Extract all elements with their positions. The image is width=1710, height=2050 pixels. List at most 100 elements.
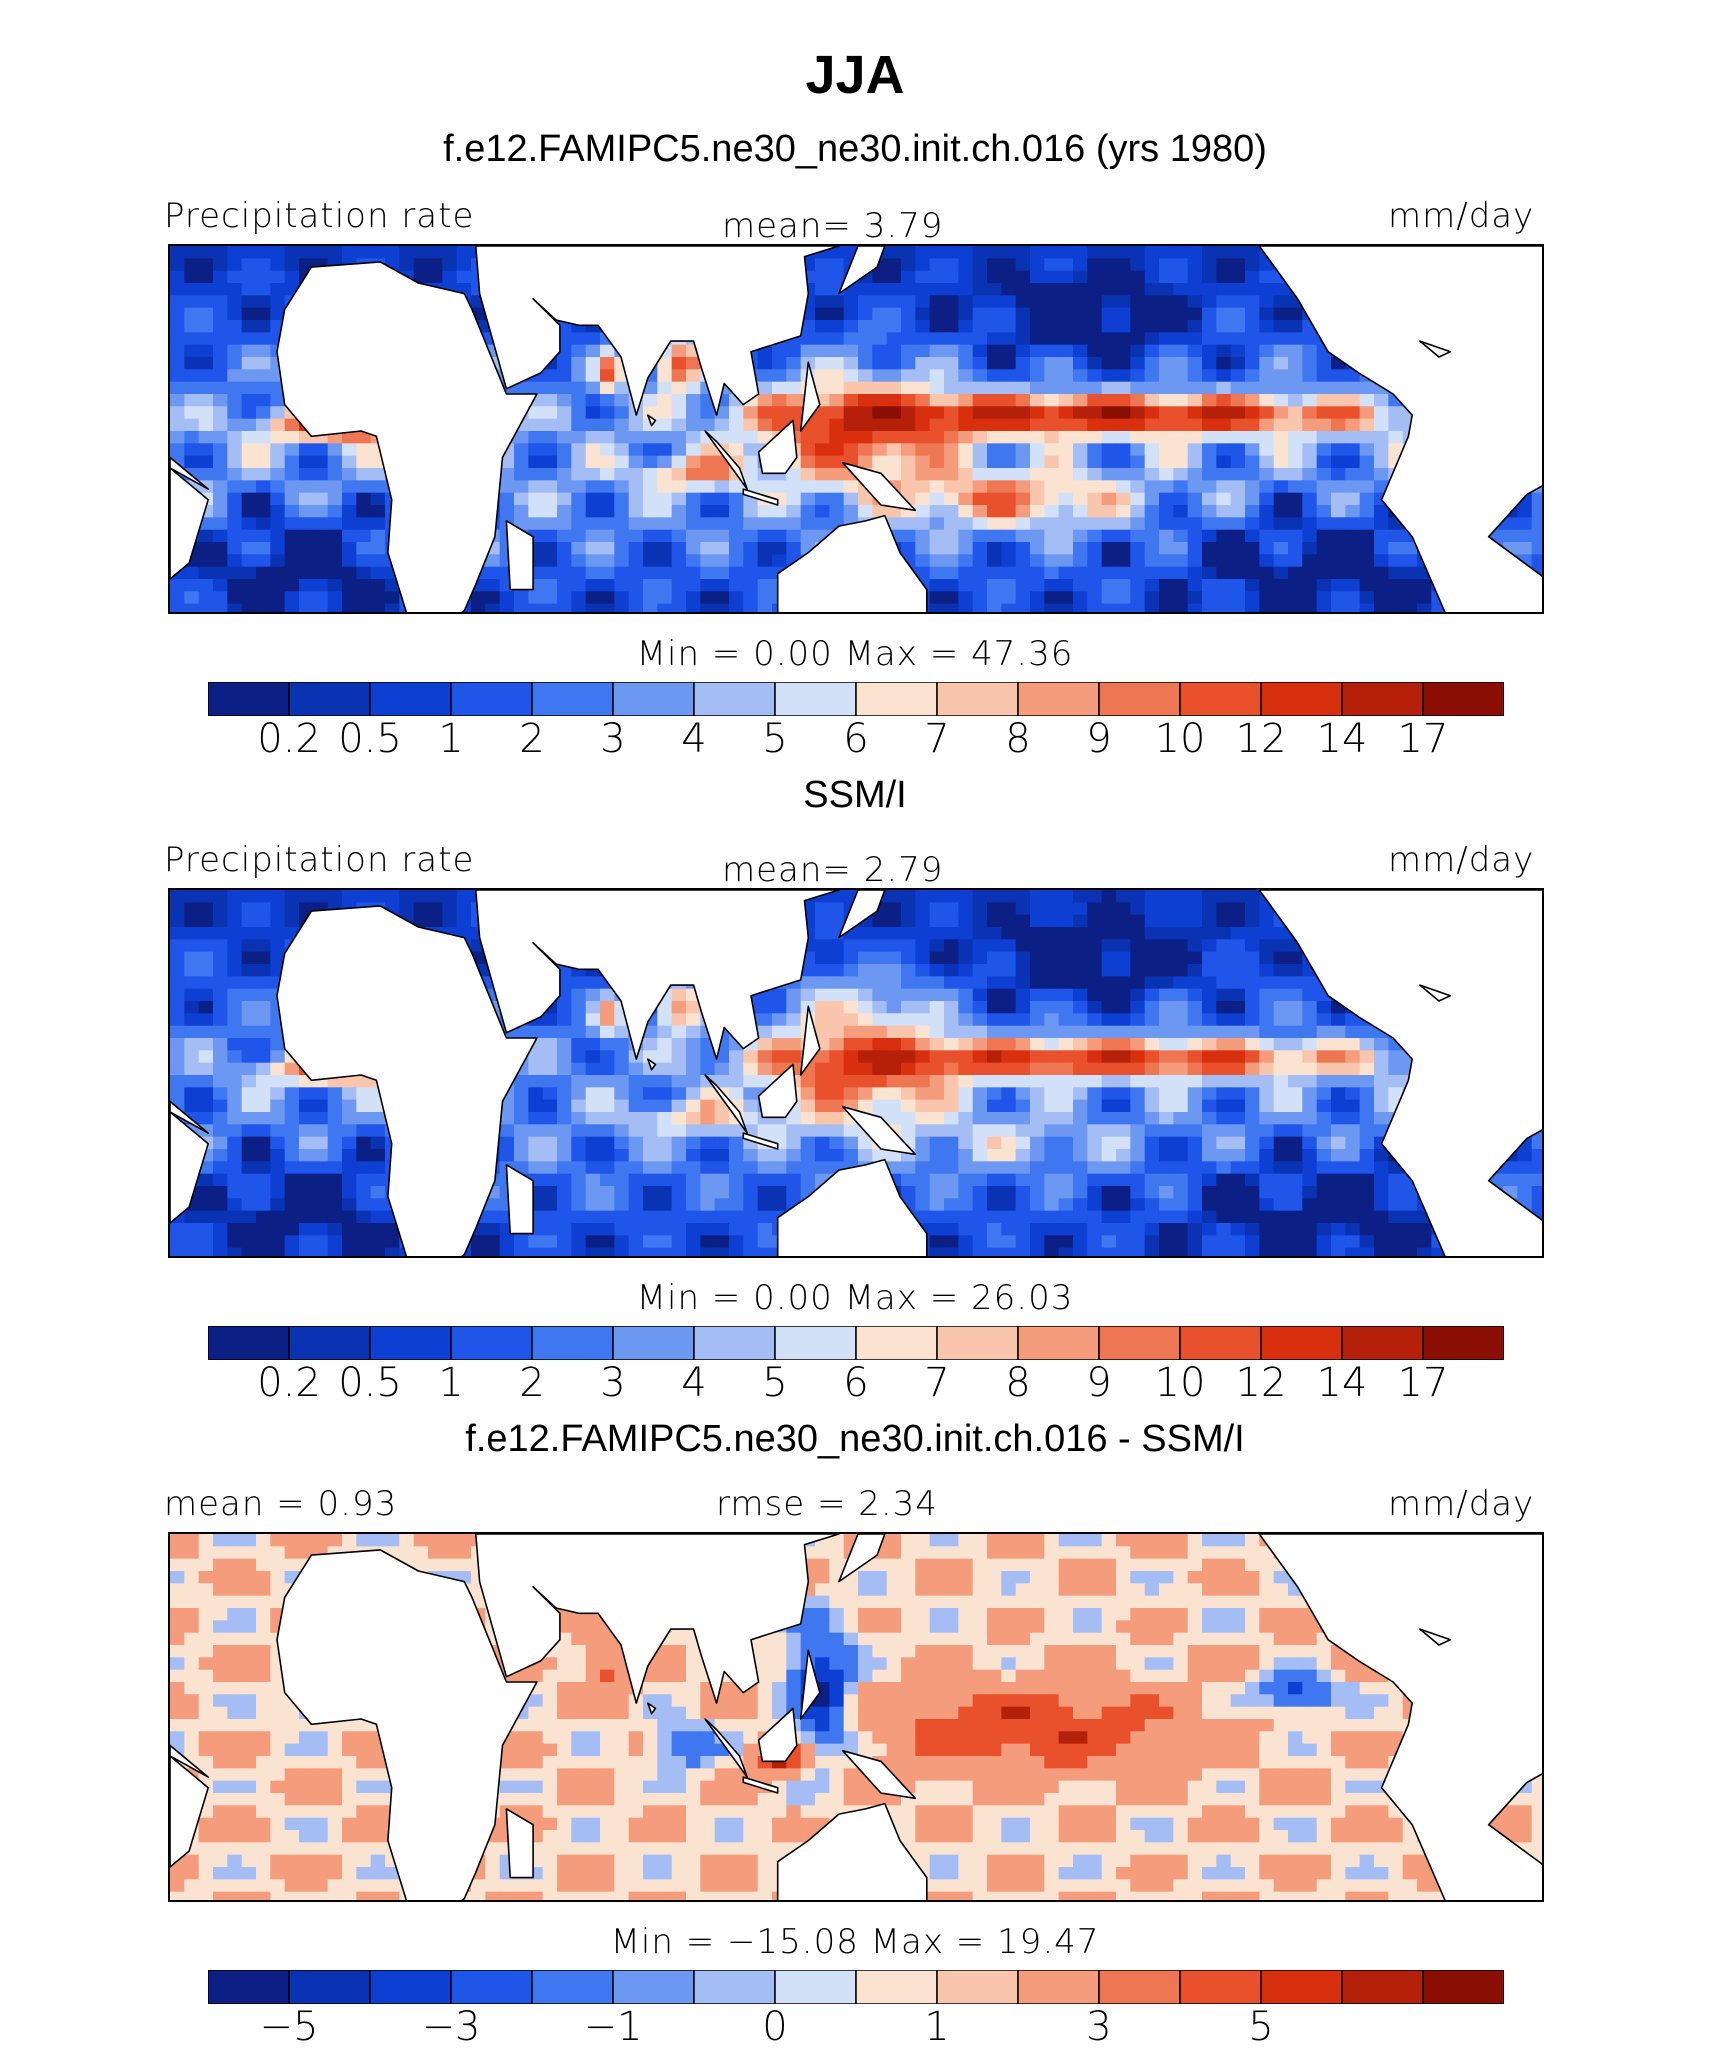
- colorbar-swatch: [1341, 1969, 1424, 2005]
- land-outline: [170, 456, 210, 490]
- colorbar-swatch: [1179, 1325, 1262, 1361]
- panel-1-map: [168, 244, 1544, 614]
- colorbar-tick-label: 2: [519, 1360, 545, 1406]
- colorbar-swatch: [1179, 681, 1262, 717]
- colorbar-tick-label: 7: [924, 1360, 950, 1406]
- colorbar-swatch: [1017, 1325, 1100, 1361]
- colorbar-swatch: [855, 1325, 938, 1361]
- land-outline: [1419, 1628, 1452, 1646]
- land-outline: [757, 1707, 798, 1763]
- colorbar-tick-label: −3: [421, 2004, 481, 2050]
- land-outline: [704, 430, 749, 490]
- colorbar-swatch: [531, 1969, 614, 2005]
- colorbar-swatch: [936, 681, 1019, 717]
- land-outline: [776, 1158, 928, 1256]
- colorbar-tick-label: 9: [1086, 1360, 1112, 1406]
- colorbar-tick-label: 2: [519, 716, 545, 762]
- colorbar-tick-label: 9: [1086, 716, 1112, 762]
- colorbar-tick-label: 1: [924, 2004, 950, 2050]
- colorbar-tick-label: 12: [1235, 1360, 1287, 1406]
- panel-1-colorbar: [207, 681, 1505, 717]
- panel-2-colorbar-ticks: 0.2 0.5 1 2 3 4 5 6 7 8 9 10 12 14 17: [208, 1360, 1504, 1406]
- panel-3-colorbar: [207, 1969, 1505, 2005]
- land-outline: [170, 1755, 210, 1868]
- colorbar-tick-label: 8: [1005, 716, 1031, 762]
- colorbar-tick-label: 14: [1316, 716, 1368, 762]
- colorbar-tick-label: 0.5: [338, 716, 402, 762]
- panel-1-heading: f.e12.FAMIPC5.ne30_ne30.init.ch.016 (yrs…: [443, 128, 1267, 170]
- land-outline: [474, 246, 840, 416]
- colorbar-swatch: [1422, 1325, 1505, 1361]
- colorbar-swatch: [450, 1325, 533, 1361]
- panel-1-mean-label: mean= 3.79: [722, 206, 944, 246]
- land-outline: [474, 1534, 840, 1704]
- land-outline: [646, 1702, 657, 1715]
- panel-1-minmax: Min = 0.00 Max = 47.36: [636, 634, 1074, 674]
- land-outline: [704, 1718, 749, 1778]
- land-outline: [1258, 1534, 1542, 1900]
- colorbar-swatch: [774, 1325, 857, 1361]
- colorbar-tick-label: 0.2: [257, 716, 321, 762]
- colorbar-tick-label: 5: [762, 1360, 788, 1406]
- colorbar-swatch: [1017, 681, 1100, 717]
- colorbar-swatch: [855, 681, 938, 717]
- land-outline: [704, 1074, 749, 1134]
- panel-1-units-label: mm/day: [1388, 196, 1535, 236]
- land-outline: [276, 261, 538, 612]
- colorbar-tick-label: 10: [1154, 1360, 1206, 1406]
- colorbar-tick-label: 1: [438, 716, 464, 762]
- panel-2-colorbar: [207, 1325, 1505, 1361]
- land-outline: [776, 514, 928, 612]
- colorbar-swatch: [1422, 681, 1505, 717]
- colorbar-swatch: [1260, 1969, 1343, 2005]
- land-outline: [276, 905, 538, 1256]
- land-outline: [841, 461, 917, 512]
- panel-2-mean-label: mean= 2.79: [722, 850, 944, 890]
- colorbar-swatch: [855, 1969, 938, 2005]
- land-outline: [1419, 340, 1452, 358]
- colorbar-tick-label: 0.5: [338, 1360, 402, 1406]
- colorbar-tick-label: 1: [438, 1360, 464, 1406]
- colorbar-tick-label: −5: [259, 2004, 319, 2050]
- colorbar-swatch: [612, 681, 695, 717]
- land-outline: [799, 1005, 821, 1076]
- colorbar-tick-label: 3: [1086, 2004, 1112, 2050]
- panel-2-heading: SSM/I: [803, 774, 907, 816]
- figure-title: JJA: [805, 45, 905, 105]
- colorbar-swatch: [936, 1969, 1019, 2005]
- colorbar-swatch: [207, 681, 290, 717]
- land-outline: [170, 467, 210, 580]
- land-outline: [170, 1111, 210, 1224]
- colorbar-swatch: [693, 681, 776, 717]
- colorbar-tick-label: 7: [924, 716, 950, 762]
- land-outline: [646, 1058, 657, 1071]
- land-outline: [170, 1100, 210, 1134]
- colorbar-swatch: [774, 1969, 857, 2005]
- land-outline: [838, 1534, 886, 1583]
- land-outline: [646, 414, 657, 427]
- colorbar-swatch: [612, 1325, 695, 1361]
- colorbar-tick-label: 5: [1248, 2004, 1274, 2050]
- colorbar-tick-label: 10: [1154, 716, 1206, 762]
- colorbar-swatch: [693, 1325, 776, 1361]
- land-outline: [276, 1549, 538, 1900]
- panel-3-map: [168, 1532, 1544, 1902]
- colorbar-swatch: [1260, 681, 1343, 717]
- colorbar-swatch: [1341, 681, 1424, 717]
- panel-3-mean-label: mean = 0.93: [164, 1484, 398, 1524]
- land-outline: [1258, 890, 1542, 1256]
- colorbar-swatch: [288, 681, 371, 717]
- panel-1-colorbar-ticks: 0.2 0.5 1 2 3 4 5 6 7 8 9 10 12 14 17: [208, 716, 1504, 762]
- colorbar-tick-label: 17: [1397, 1360, 1449, 1406]
- colorbar-tick-label: 0: [762, 2004, 788, 2050]
- colorbar-tick-label: 6: [843, 1360, 869, 1406]
- colorbar-tick-label: 3: [600, 716, 626, 762]
- colorbar-tick-label: 14: [1316, 1360, 1368, 1406]
- panel-3-minmax: Min = −15.08 Max = 19.47: [610, 1922, 1100, 1962]
- colorbar-swatch: [207, 1325, 290, 1361]
- colorbar-tick-label: 4: [681, 716, 707, 762]
- panel-3-units-label: mm/day: [1388, 1484, 1535, 1524]
- colorbar-swatch: [1098, 1969, 1181, 2005]
- panel-3-colorbar-ticks: −5 −3 −1 0 1 3 5: [208, 2004, 1504, 2050]
- colorbar-swatch: [612, 1969, 695, 2005]
